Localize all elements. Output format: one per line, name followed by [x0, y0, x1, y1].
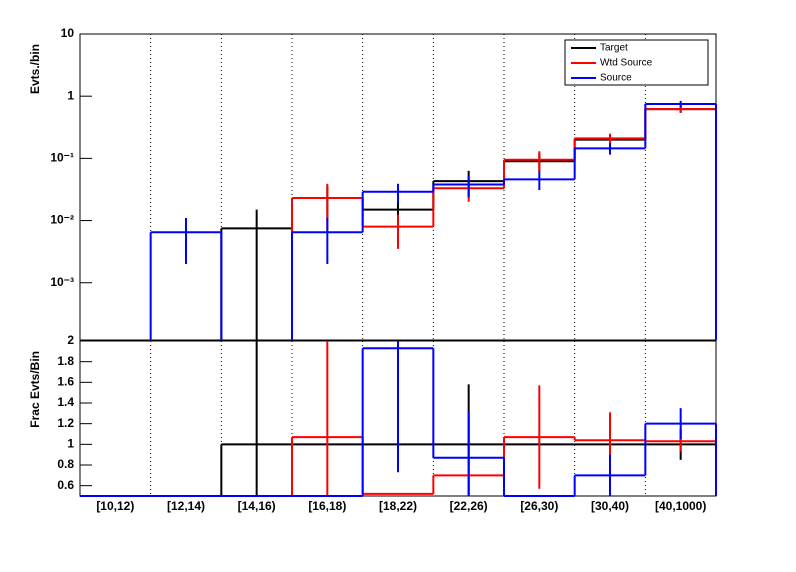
legend-label: Wtd Source — [600, 58, 653, 69]
y-axis-label: Frac Evts/Bin — [28, 351, 42, 428]
x-tick-label: [22,26) — [450, 499, 488, 513]
y-tick-label: 1.8 — [57, 354, 74, 368]
y-tick-label: 10⁻¹ — [50, 151, 74, 165]
y-tick-label: 1 — [67, 88, 74, 102]
y-tick-label: 1.6 — [57, 375, 74, 389]
legend-label: Source — [600, 73, 632, 84]
y-tick-label: 0.6 — [57, 478, 74, 492]
y-tick-label: 1 — [67, 437, 74, 451]
y-tick-label: 10 — [61, 26, 75, 40]
y-tick-label: 0.8 — [57, 457, 74, 471]
x-tick-label: [14,16) — [238, 499, 276, 513]
x-tick-label: [18,22) — [379, 499, 417, 513]
y-tick-label: 10⁻³ — [50, 275, 74, 289]
x-tick-label: [10,12) — [96, 499, 134, 513]
x-tick-label: [40,1000) — [655, 499, 706, 513]
y-tick-label: 2 — [67, 333, 74, 347]
x-tick-label: [30,40) — [591, 499, 629, 513]
x-tick-label: [12,14) — [167, 499, 205, 513]
y-tick-label: 1.2 — [57, 416, 74, 430]
y-axis-label: Evts./bin — [28, 44, 42, 94]
y-tick-label: 10⁻² — [50, 213, 74, 227]
x-tick-label: [16,18) — [308, 499, 346, 513]
y-tick-label: 1.4 — [57, 395, 74, 409]
legend-label: Target — [600, 43, 628, 54]
x-tick-label: [26,30) — [520, 499, 558, 513]
